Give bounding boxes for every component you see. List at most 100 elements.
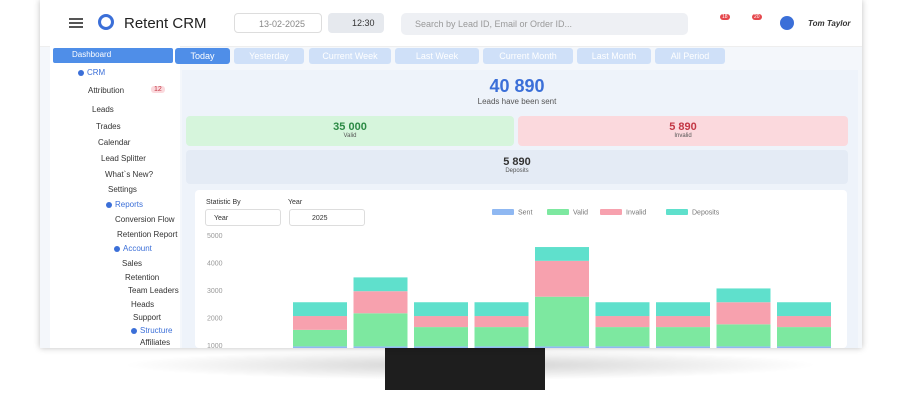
year-field[interactable]: 2025	[289, 209, 365, 226]
bar-segment	[595, 316, 650, 328]
bar-segment	[777, 327, 831, 347]
bar-segment	[656, 346, 710, 348]
sidebar-item[interactable]: Leads	[92, 105, 114, 114]
sidebar-item[interactable]: What`s New?	[105, 170, 154, 179]
bar-segment	[656, 302, 710, 317]
filter-tab[interactable]: Last Month	[577, 48, 651, 64]
bar-segment	[656, 316, 710, 328]
notification-badge: 20	[752, 14, 762, 20]
bar-segment	[414, 302, 468, 317]
sidebar-item[interactable]: Reports	[115, 200, 144, 209]
filter-tab[interactable]: Current Month	[483, 48, 573, 64]
active-highlight	[53, 48, 173, 63]
sidebar-item[interactable]: Affiliates	[140, 338, 171, 347]
stat-invalid: 5 890 Invalid	[518, 116, 848, 146]
legend-label: Valid	[573, 209, 588, 216]
sidebar-item[interactable]: Retention Report	[117, 230, 178, 239]
bar-segment	[353, 291, 408, 314]
badge: 12	[151, 86, 165, 93]
menu-icon[interactable]	[69, 18, 83, 28]
screen: Retent CRM 13-02-2025 12:30 Search by Le…	[40, 0, 862, 348]
stat-deposits: 5 890 Deposits	[186, 150, 848, 184]
bar-segment	[414, 327, 468, 347]
bar-segment	[716, 346, 771, 348]
y-tick-label: 2000	[207, 316, 223, 323]
sidebar-item[interactable]: Support	[133, 313, 162, 322]
sidebar-item[interactable]: Heads	[131, 300, 155, 309]
stat-value: 35 000	[333, 121, 367, 133]
bar-segment	[353, 313, 408, 347]
filter-tab[interactable]: Last Week	[395, 48, 479, 64]
sidebar-item[interactable]: Settings	[108, 185, 137, 194]
stand	[385, 348, 545, 390]
legend-label: Deposits	[692, 209, 720, 216]
filter-tab[interactable]: Today	[175, 48, 230, 64]
chart: 1000 2000 3000 4000 5000 Sent Valid Invalid Depo…	[207, 209, 831, 348]
bar-segment	[474, 327, 529, 347]
sidebar-item[interactable]: Dashboard	[72, 50, 112, 59]
bar-segment	[353, 346, 408, 348]
avatar[interactable]	[780, 16, 794, 30]
sidebar-item[interactable]: Structure	[140, 326, 173, 335]
stat-value: 5 890	[669, 121, 697, 133]
legend-swatch	[492, 209, 514, 215]
bullet	[114, 246, 120, 252]
sidebar-item[interactable]: Account	[123, 244, 152, 253]
filter-tab[interactable]: All Period	[655, 48, 725, 64]
bar-segment	[353, 277, 408, 292]
bar-segment	[656, 327, 710, 347]
user-name[interactable]: Tom Taylor	[808, 19, 851, 28]
bar-segment	[414, 346, 468, 348]
sidebar-item[interactable]: Retention	[125, 273, 160, 282]
y-tick-label: 1000	[207, 343, 223, 348]
bar-segment	[595, 346, 650, 348]
sidebar-item[interactable]: Conversion Flow	[115, 215, 175, 224]
bar-segment	[474, 346, 529, 348]
legend-swatch	[666, 209, 688, 215]
legend-swatch	[600, 209, 622, 215]
sidebar-item[interactable]: Calendar	[98, 138, 131, 147]
bar-segment	[474, 316, 529, 328]
bar-segment	[595, 327, 650, 347]
bar-segment	[777, 302, 831, 317]
sidebar-item[interactable]: Team Leaders	[128, 286, 179, 295]
filter-tab[interactable]: Current Week	[309, 48, 391, 64]
select[interactable]: Year	[205, 209, 281, 226]
bar-segment	[716, 324, 771, 347]
bar-segment	[414, 316, 468, 328]
bar-segment	[293, 346, 347, 348]
search[interactable]: Search by Lead ID, Email or Order ID...	[401, 13, 688, 35]
stat-sent: 40 890 Leads have been sent	[182, 72, 852, 114]
legend-label: Invalid	[626, 209, 646, 216]
stat-label: Invalid	[674, 133, 692, 139]
stat-label: Deposits	[505, 168, 529, 174]
date-field[interactable]: 13-02-2025	[234, 13, 322, 33]
sidebar-item[interactable]: CRM	[87, 68, 106, 77]
bar-segment	[293, 329, 347, 347]
bar-segment	[716, 288, 771, 303]
legend-swatch	[547, 209, 569, 215]
filter-label: Statistic By	[206, 199, 241, 206]
bullet	[78, 70, 84, 76]
sidebar-item[interactable]: Attribution	[88, 86, 125, 95]
filter-label: Year	[288, 199, 303, 206]
time-field[interactable]: 12:30	[328, 13, 384, 33]
bar-segment	[535, 346, 589, 348]
sidebar-item[interactable]: Lead Splitter	[101, 154, 146, 163]
bullet	[106, 202, 112, 208]
bar-segment	[535, 260, 589, 297]
bar-segment	[777, 316, 831, 328]
bar-segment	[474, 302, 529, 317]
bar-segment	[535, 296, 589, 347]
filter-tab[interactable]: Yesterday	[234, 48, 304, 64]
logo-icon	[98, 14, 114, 30]
y-tick-label: 4000	[207, 260, 223, 267]
stat-label: Leads have been sent	[477, 97, 557, 106]
logo: Retent CRM	[124, 15, 207, 32]
sidebar-item[interactable]: Sales	[122, 259, 143, 268]
bullet	[131, 328, 137, 334]
bar-segment	[293, 302, 347, 317]
bar-segment	[293, 316, 347, 330]
sidebar-item[interactable]: Trades	[96, 122, 121, 131]
